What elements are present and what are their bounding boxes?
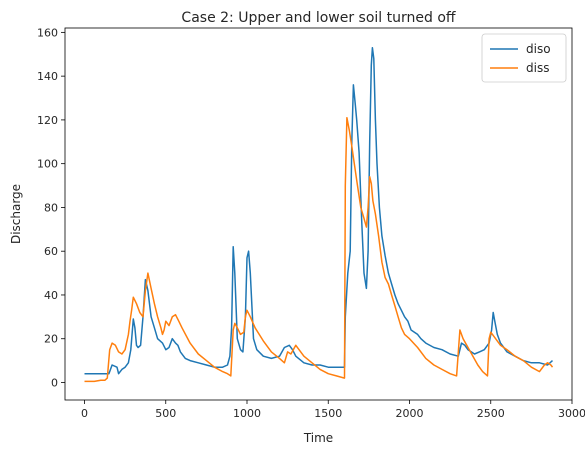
plot-lines bbox=[84, 46, 554, 383]
series-line-diss bbox=[84, 116, 554, 383]
x-tick-label: 500 bbox=[155, 407, 176, 420]
legend-label-diss: diss bbox=[526, 61, 549, 75]
y-tick-label: 20 bbox=[44, 333, 58, 346]
legend-box bbox=[481, 33, 567, 83]
y-tick-label: 160 bbox=[37, 26, 58, 39]
y-tick-label: 120 bbox=[37, 114, 58, 127]
y-axis-ticks: 0 20 40 60 80 100 120 140 160 bbox=[37, 26, 65, 389]
legend-label-diso: diso bbox=[526, 42, 551, 56]
series-line-diso bbox=[84, 46, 554, 375]
legend: diso diss bbox=[481, 33, 567, 83]
x-tick-label: 3000 bbox=[558, 407, 585, 420]
y-tick-label: 80 bbox=[44, 201, 58, 214]
x-axis-label: Time bbox=[303, 431, 333, 445]
y-tick-label: 0 bbox=[51, 376, 58, 389]
x-tick-label: 2500 bbox=[477, 407, 505, 420]
y-tick-label: 100 bbox=[37, 158, 58, 171]
x-tick-label: 1000 bbox=[233, 407, 261, 420]
chart-title: Case 2: Upper and lower soil turned off bbox=[181, 10, 455, 26]
x-axis-ticks: 0 500 1000 1500 2000 2500 3000 bbox=[81, 400, 585, 420]
y-axis-label: Discharge bbox=[9, 184, 23, 244]
plot-frame bbox=[64, 27, 573, 401]
x-tick-label: 2000 bbox=[396, 407, 424, 420]
y-tick-label: 140 bbox=[37, 70, 58, 83]
y-tick-label: 60 bbox=[44, 245, 58, 258]
x-tick-label: 0 bbox=[81, 407, 88, 420]
y-tick-label: 40 bbox=[44, 289, 58, 302]
x-tick-label: 1500 bbox=[314, 407, 342, 420]
